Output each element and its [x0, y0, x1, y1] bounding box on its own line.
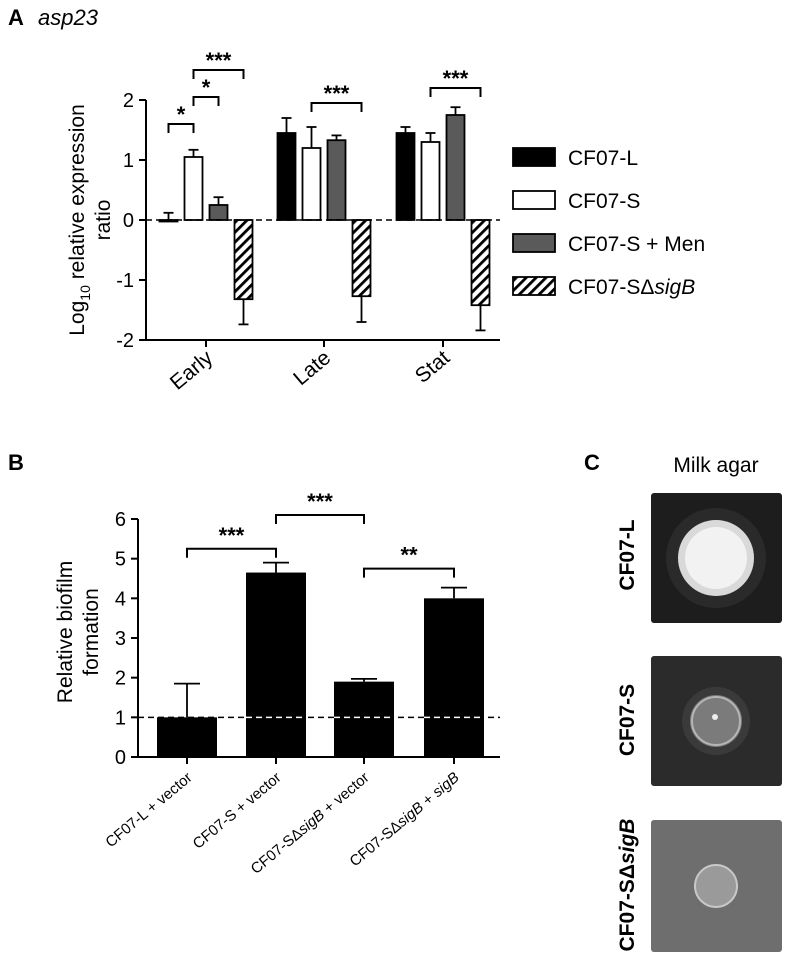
panel-c-title: Milk agar	[673, 454, 758, 477]
panel-a-bar	[301, 147, 322, 221]
panel-b-y-tick-label: 6	[115, 509, 126, 531]
panel-a-bar	[233, 219, 254, 301]
panel-b-bar	[424, 598, 484, 757]
panel-b-category-label: CF07-L + vector	[102, 769, 195, 851]
panel-a-significance-bracket	[310, 102, 363, 112]
panel-b-ylabel-line1: Relative biofilm	[54, 561, 77, 703]
panel-b-bar	[157, 717, 217, 757]
panel-a-y-tick-label: 1	[123, 150, 134, 172]
panel-a-letter: A	[8, 5, 24, 30]
panel-a-bar	[276, 132, 297, 221]
panel-b-category-label: CF07-S + vector	[190, 769, 285, 852]
milk-agar-plate-cf07-s	[651, 656, 782, 786]
panel-a-legend-label: CF07-S	[568, 190, 640, 213]
panel-b-significance-label: ***	[219, 523, 245, 548]
panel-a-bar	[420, 141, 441, 221]
panel-b-significance-label: **	[400, 543, 418, 568]
panel-a-significance-bracket	[429, 87, 482, 97]
panel-a-legend-swatch	[512, 190, 556, 210]
panel-a-gene-title: asp23	[38, 5, 99, 30]
panel-a-category-label: Late	[289, 346, 335, 390]
panel-b-bar	[246, 572, 306, 757]
panel-a-legend-swatch	[512, 276, 556, 296]
panel-c-row-label-3: CF07-SΔsigB	[616, 819, 639, 952]
panel-a-bar	[183, 156, 204, 221]
panel-b-significance-bracket	[186, 547, 277, 558]
panel-a-significance-label: *	[177, 102, 186, 127]
panel-b-bar	[334, 681, 394, 757]
panel-a-significance-bracket	[192, 69, 245, 79]
panel-a-ylabel-line1: Log10 relative expression	[66, 104, 93, 336]
panel-a-category-label: Early	[166, 346, 218, 395]
panel-c-row-label-2: CF07-S	[616, 684, 639, 756]
milk-agar-plate-cf07-l	[651, 493, 782, 623]
panel-a-significance-label: *	[202, 75, 211, 100]
panel-b-y-tick-label: 0	[115, 747, 126, 769]
panel-a-y-tick-label: 0	[123, 210, 134, 232]
panel-b-significance-bracket	[275, 514, 365, 525]
panel-a-significance-label: ***	[443, 66, 469, 91]
panel-a-significance-label: ***	[206, 48, 232, 73]
panel-a-legend-swatch	[512, 147, 556, 167]
panel-a-ylabel: Log10 relative expression	[66, 104, 93, 336]
panel-a-bar	[445, 114, 466, 221]
panel-b-y-tick-label: 1	[115, 707, 126, 729]
panel-a-y-tick-label: -1	[116, 270, 134, 292]
panel-a-legend-swatch	[512, 233, 556, 253]
panel-a-bar	[470, 219, 491, 307]
panel-a-significance-label: ***	[324, 81, 350, 106]
panel-b-ylabel-line2: formation	[80, 588, 103, 676]
panel-a-y-tick-label: 2	[123, 90, 134, 112]
panel-a-legend: CF07-L CF07-S CF07-S + Men CF07-SΔsigB	[512, 147, 705, 299]
panel-b-y-tick-label: 4	[115, 588, 126, 610]
panel-b-y-tick-label: 5	[115, 549, 126, 571]
milk-agar-plate-cf07-s-delta-sigb	[651, 820, 782, 952]
panel-b-significance-label: ***	[307, 489, 333, 514]
panel-a-bar	[208, 204, 229, 221]
panel-a-significance-bracket	[192, 96, 220, 106]
panel-a-bar	[326, 139, 347, 221]
panel-b-y-tick-label: 3	[115, 628, 126, 650]
panel-b-y-tick-label: 2	[115, 668, 126, 690]
panel-a-bar	[395, 132, 416, 221]
panel-c-row-label-1: CF07-L	[616, 519, 639, 590]
panel-b-significance-bracket	[363, 567, 455, 578]
panel-a-y-tick-label: -2	[116, 330, 134, 352]
panel-a-legend-label: CF07-S + Men	[568, 233, 705, 256]
panel-b-letter: B	[8, 450, 24, 475]
panel-a-legend-label: CF07-L	[568, 147, 638, 170]
panel-a-legend-label: CF07-SΔsigB	[568, 276, 695, 299]
panel-a-bar	[351, 219, 372, 298]
panel-c-letter: C	[584, 450, 600, 475]
panel-a-ylabel-line2: ratio	[92, 200, 115, 241]
panel-a-category-label: Stat	[411, 346, 455, 388]
panel-a-significance-bracket	[167, 123, 195, 133]
